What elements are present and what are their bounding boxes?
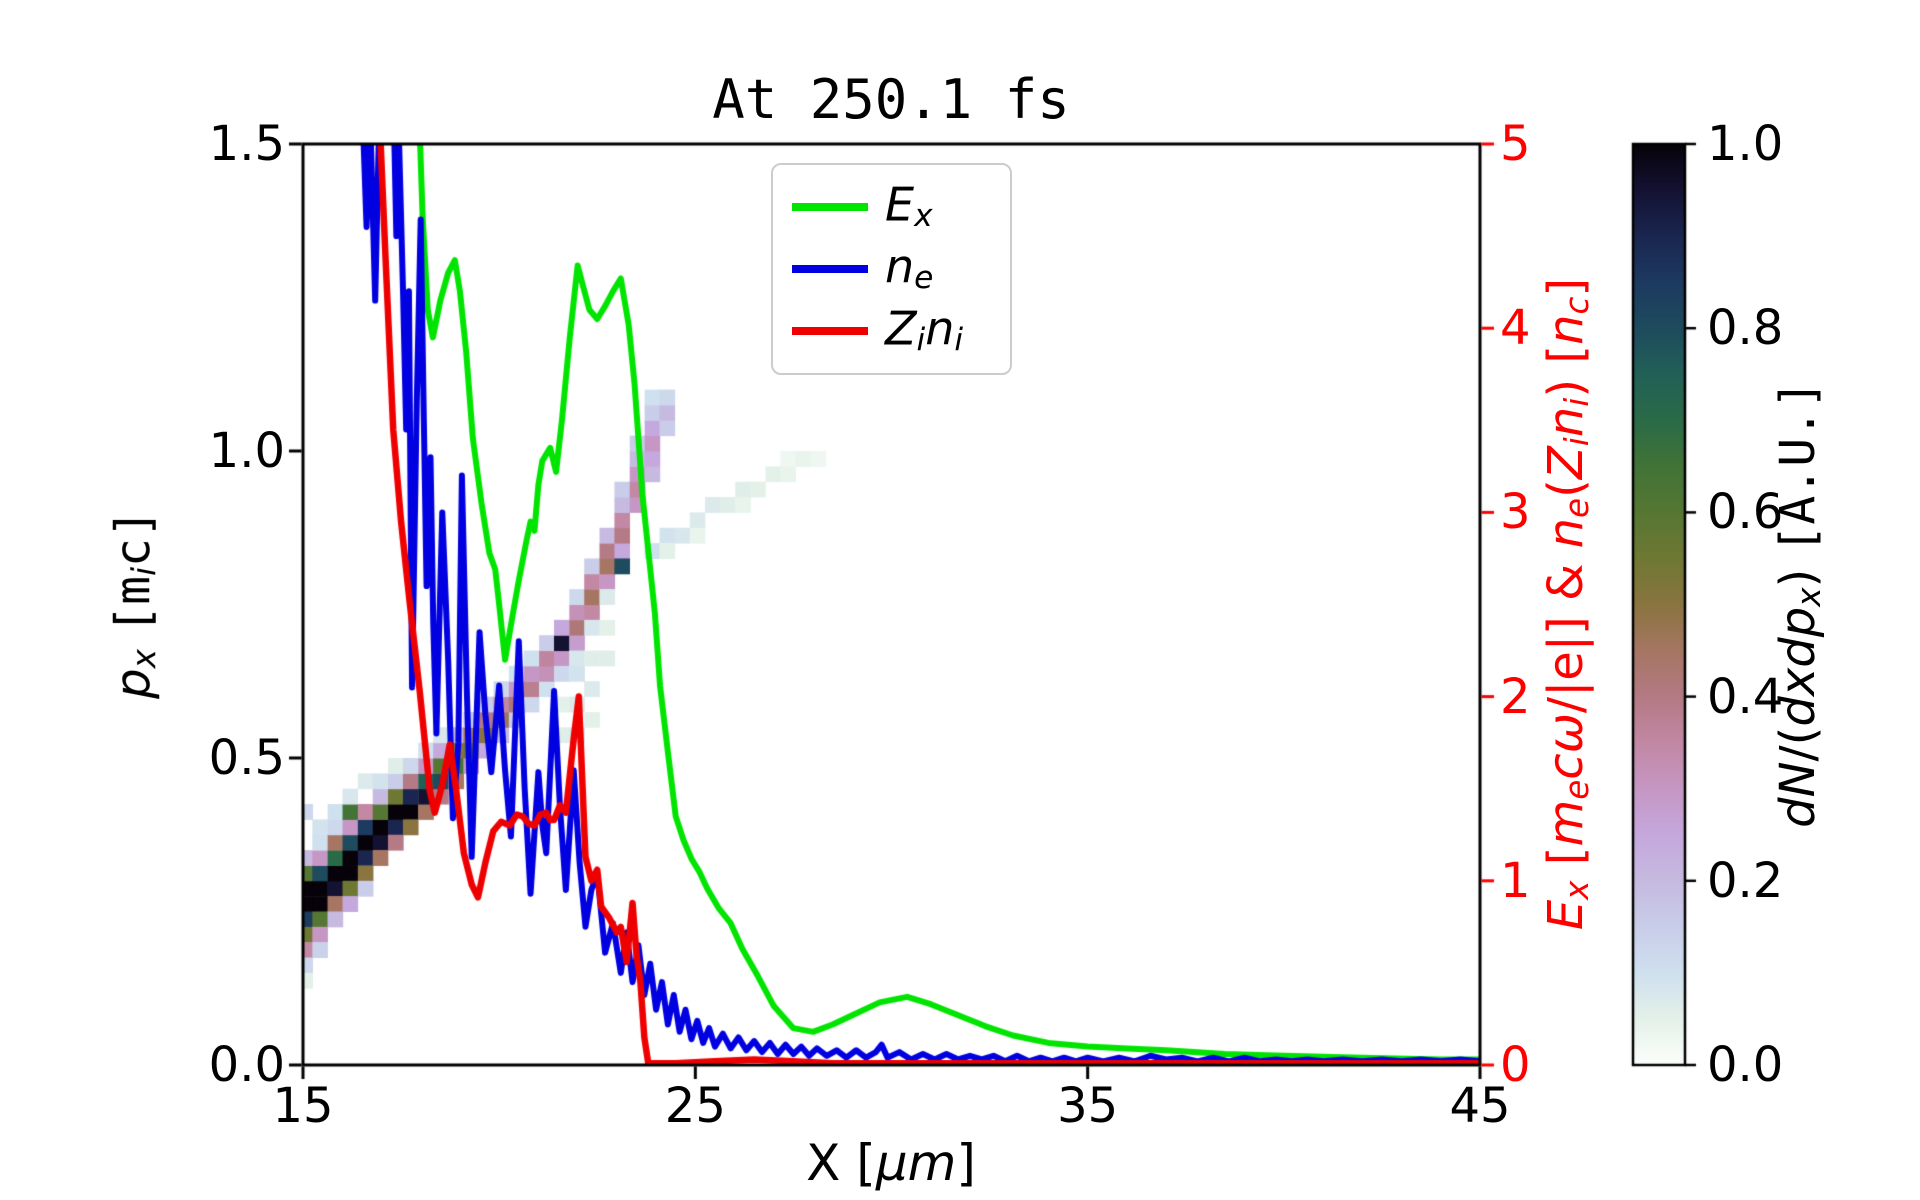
colorbar-label: dN/(dxdpx) [A.U.] [1770,380,1829,828]
colorbar-tick-label: 0.4 [1707,668,1784,725]
legend: Ex ne Zini [771,163,1012,375]
legend-item-ex: Ex [773,175,1010,239]
x-tick-label: 25 [664,1078,726,1134]
x-tick-label: 15 [272,1078,334,1134]
legend-label-ex: Ex [885,177,933,235]
x-tick-label: 35 [1057,1078,1119,1134]
y-right-tick-label: 5 [1500,116,1531,172]
y-left-tick-label: 1.0 [208,423,285,479]
colorbar-tick-label: 0.0 [1707,1037,1784,1093]
y-right-axis-label: Ex [mecω/|e|] & ne(Zini) [nc] [1538,277,1597,931]
y-left-tick-label: 0.0 [208,1037,285,1093]
y-left-tick-label: 1.5 [208,116,285,172]
colorbar-tick-label: 0.8 [1707,300,1784,357]
y-right-tick-label: 3 [1500,484,1531,541]
colorbar-tick-label: 0.6 [1707,484,1784,541]
legend-line-ex-icon [792,203,868,211]
legend-line-zini-icon [792,327,868,335]
y-right-tick-label: 2 [1500,668,1531,725]
y-left-tick-label: 0.5 [208,730,285,786]
x-tick-label: 45 [1449,1078,1511,1134]
legend-label-zini: Zini [885,301,964,359]
legend-label-ne: ne [885,239,934,297]
plot-title: At 250.1 fs [712,68,1070,131]
legend-line-ne-icon [792,265,868,273]
y-left-axis-label: px [mic] [105,509,164,699]
x-axis-label: X [μm] [806,1134,976,1192]
legend-item-ne: ne [773,237,1010,301]
legend-item-zini: Zini [773,299,1010,363]
colorbar-tick-label: 0.2 [1707,852,1784,909]
colorbar-tick-label: 1.0 [1707,116,1784,172]
y-right-tick-label: 4 [1500,300,1531,357]
y-right-tick-label: 1 [1500,852,1531,909]
y-right-tick-label: 0 [1500,1037,1531,1093]
